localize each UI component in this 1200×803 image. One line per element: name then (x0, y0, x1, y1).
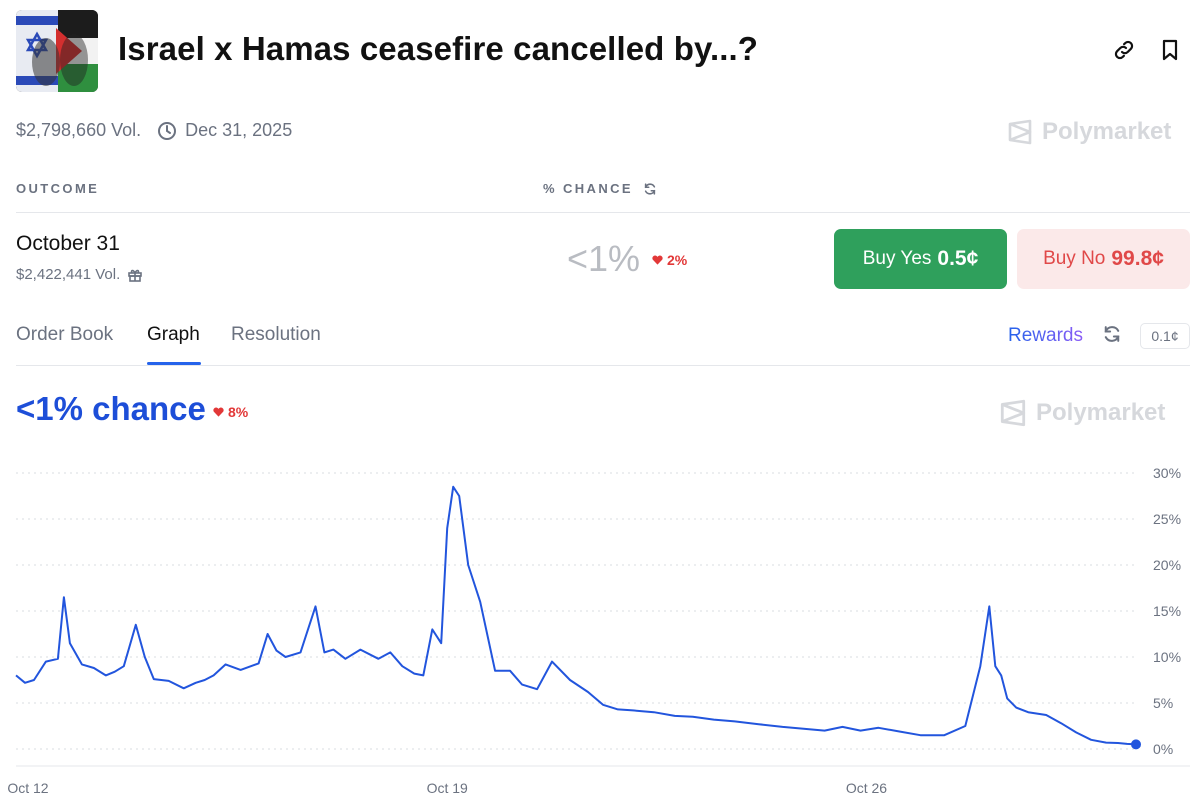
y-tick-label: 20% (1153, 557, 1181, 573)
current-price-dot[interactable] (1131, 739, 1141, 750)
price-chart[interactable]: 0% 5% 10% 15% 20% 25% 30% Oct 12 Oct 19 Oct 26 (0, 450, 1200, 803)
y-tick-label: 10% (1153, 649, 1181, 665)
tick-size-chip[interactable]: 0.1¢ (1140, 323, 1190, 349)
graph-change: 8% (213, 404, 248, 420)
buy-no-label: Buy No (1043, 248, 1106, 269)
tab-order-book[interactable]: Order Book (16, 324, 114, 345)
chance-column-header: % CHANCE (543, 181, 657, 196)
heart-down-icon (213, 407, 224, 417)
chance-header-label: % CHANCE (543, 181, 633, 196)
x-tick-label: Oct 19 (427, 780, 468, 796)
graph-chance-label: <1% chance (16, 390, 206, 427)
x-tick-label: Oct 12 (7, 780, 48, 796)
price-line (15, 485, 1137, 746)
refresh-icon[interactable] (643, 182, 657, 196)
outcome-volume: $2,422,441 Vol. (16, 266, 121, 283)
graph-change-value: 8% (228, 404, 249, 420)
bookmark-icon[interactable] (1158, 38, 1182, 62)
buy-no-price: 99.8¢ (1111, 247, 1164, 270)
outcome-column-header: OUTCOME (16, 181, 100, 196)
gift-icon[interactable] (127, 267, 143, 283)
active-tab-indicator (147, 362, 201, 365)
y-tick-label: 30% (1153, 465, 1181, 481)
y-tick-label: 0% (1153, 741, 1173, 757)
brand-name: Polymarket (1042, 118, 1172, 145)
market-header: Israel x Hamas ceasefire cancelled by...… (16, 10, 1184, 92)
market-title: Israel x Hamas ceasefire cancelled by...… (118, 30, 759, 67)
outcome-name[interactable]: October 31 (16, 232, 120, 255)
market-meta: $2,798,660 Vol. Dec 31, 2025 (16, 120, 292, 141)
buy-no-button[interactable]: Buy No 99.8¢ (1017, 229, 1190, 289)
refresh-icon[interactable] (1102, 324, 1124, 346)
market-volume: $2,798,660 Vol. (16, 120, 142, 140)
market-end-date: Dec 31, 2025 (185, 120, 293, 140)
outcome-chance: <1% (567, 238, 641, 279)
x-tick-label: Oct 26 (846, 780, 887, 796)
tabs-divider (16, 365, 1190, 366)
link-icon[interactable] (1112, 38, 1136, 62)
tab-resolution[interactable]: Resolution (231, 324, 321, 345)
buy-yes-label: Buy Yes (862, 248, 932, 269)
heart-down-icon (652, 255, 663, 265)
table-divider (16, 212, 1190, 213)
rewards-link[interactable]: Rewards (1008, 325, 1083, 346)
outcome-change: 2% (652, 252, 687, 268)
outcome-change-value: 2% (667, 252, 688, 268)
y-tick-label: 25% (1153, 511, 1181, 527)
y-tick-label: 15% (1153, 603, 1181, 619)
polymarket-logo: Polymarket (1006, 118, 1171, 146)
polymarket-watermark: Polymarket (998, 398, 1165, 428)
outcome-volume-row: $2,422,441 Vol. (16, 266, 143, 283)
watermark-brand-name: Polymarket (1036, 399, 1166, 426)
buy-yes-button[interactable]: Buy Yes 0.5¢ (834, 229, 1007, 289)
y-tick-label: 5% (1153, 695, 1173, 711)
buy-yes-price: 0.5¢ (937, 247, 979, 270)
israel-palestine-flags-image (16, 10, 98, 92)
clock-icon (157, 121, 177, 141)
tab-graph[interactable]: Graph (147, 324, 200, 345)
